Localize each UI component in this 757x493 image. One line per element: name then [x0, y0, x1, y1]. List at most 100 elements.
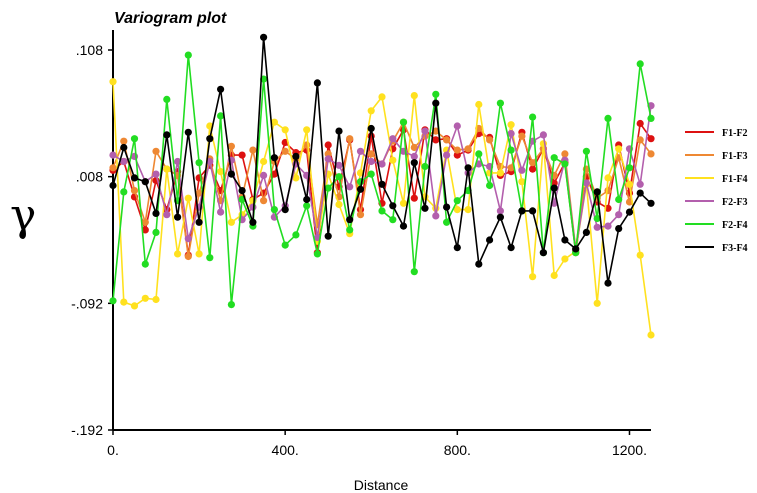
- data-point: [130, 135, 139, 143]
- data-point: [270, 206, 278, 214]
- data-point: [529, 273, 537, 281]
- data-point: [378, 93, 386, 101]
- data-point: [636, 180, 644, 188]
- data-point: [453, 146, 461, 154]
- data-point: [529, 165, 537, 173]
- series-f2-f4: [109, 51, 655, 309]
- data-point: [486, 236, 494, 244]
- data-point: [313, 250, 321, 258]
- data-point: [399, 222, 408, 230]
- data-point: [518, 178, 526, 186]
- data-point: [346, 216, 354, 224]
- data-point: [292, 231, 300, 239]
- data-point: [625, 164, 634, 172]
- data-point: [195, 250, 203, 258]
- data-point: [421, 162, 429, 171]
- data-point: [582, 228, 591, 236]
- data-point: [324, 184, 332, 192]
- data-point: [206, 135, 214, 143]
- data-point: [292, 174, 300, 182]
- data-point: [507, 130, 515, 138]
- y-tick-label: .008: [76, 169, 103, 185]
- data-point: [378, 207, 386, 215]
- data-point: [141, 294, 149, 302]
- data-point: [141, 260, 149, 268]
- data-point: [399, 199, 408, 207]
- data-point: [464, 164, 472, 172]
- data-point: [109, 78, 117, 86]
- data-point: [464, 206, 472, 214]
- series-line-f3-f4: [112, 36, 652, 284]
- x-tick-label: 1200.: [612, 442, 647, 458]
- data-point: [270, 170, 278, 178]
- data-point: [615, 225, 623, 233]
- data-point: [217, 112, 225, 120]
- data-point: [529, 113, 537, 121]
- data-point: [636, 251, 644, 259]
- data-point: [206, 254, 214, 262]
- data-point: [324, 141, 332, 149]
- data-point: [152, 170, 160, 178]
- data-point: [432, 212, 440, 220]
- data-point: [346, 226, 354, 234]
- legend-label-f3-f4: F3-F4: [722, 243, 748, 254]
- data-point: [270, 118, 278, 126]
- legend: F1-F2 F1-F3 F1-F4 F2-F3 F2-F4 F3-F4: [685, 128, 748, 254]
- data-point: [636, 60, 644, 68]
- data-point: [249, 146, 257, 154]
- data-point: [410, 268, 418, 276]
- data-point: [152, 209, 160, 217]
- data-point: [561, 236, 569, 244]
- data-point: [550, 179, 558, 187]
- data-point: [389, 135, 397, 143]
- data-point: [636, 189, 644, 197]
- data-point: [356, 147, 365, 155]
- data-point: [615, 195, 623, 204]
- data-point: [593, 299, 601, 307]
- legend-label-f2-f4: F2-F4: [722, 220, 748, 231]
- data-point: [561, 150, 569, 158]
- data-point: [281, 126, 289, 134]
- data-point: [109, 181, 117, 190]
- data-point: [152, 147, 160, 155]
- data-point: [367, 170, 375, 178]
- data-point: [647, 135, 655, 143]
- data-point: [346, 135, 354, 143]
- data-point: [593, 214, 601, 223]
- data-point: [335, 161, 343, 169]
- data-point: [152, 295, 160, 304]
- data-point: [367, 150, 375, 158]
- data-point: [647, 114, 655, 122]
- legend-label-f1-f3: F1-F3: [722, 151, 748, 162]
- data-point: [367, 107, 375, 115]
- data-point: [303, 202, 311, 210]
- data-point: [367, 124, 375, 133]
- data-point: [475, 150, 483, 158]
- data-point: [217, 208, 225, 216]
- data-point: [453, 151, 461, 159]
- data-point: [443, 218, 451, 226]
- data-point: [615, 145, 623, 153]
- data-point: [120, 157, 128, 166]
- data-point: [561, 255, 569, 263]
- data-point: [604, 222, 612, 230]
- data-point: [389, 156, 397, 164]
- data-point: [120, 143, 128, 152]
- data-point: [604, 114, 612, 122]
- data-point: [217, 85, 225, 93]
- data-point: [647, 199, 655, 207]
- data-point: [141, 178, 149, 186]
- data-point: [625, 208, 634, 216]
- data-point: [453, 122, 461, 130]
- data-point: [184, 235, 192, 243]
- data-point: [421, 127, 429, 135]
- data-point: [410, 92, 418, 100]
- data-point: [453, 244, 461, 252]
- data-point: [443, 151, 451, 159]
- data-point: [561, 160, 569, 168]
- data-point: [550, 154, 558, 162]
- data-point: [163, 131, 171, 139]
- x-tick-label: 0.: [107, 442, 119, 458]
- data-point: [346, 183, 354, 191]
- data-point: [636, 136, 644, 144]
